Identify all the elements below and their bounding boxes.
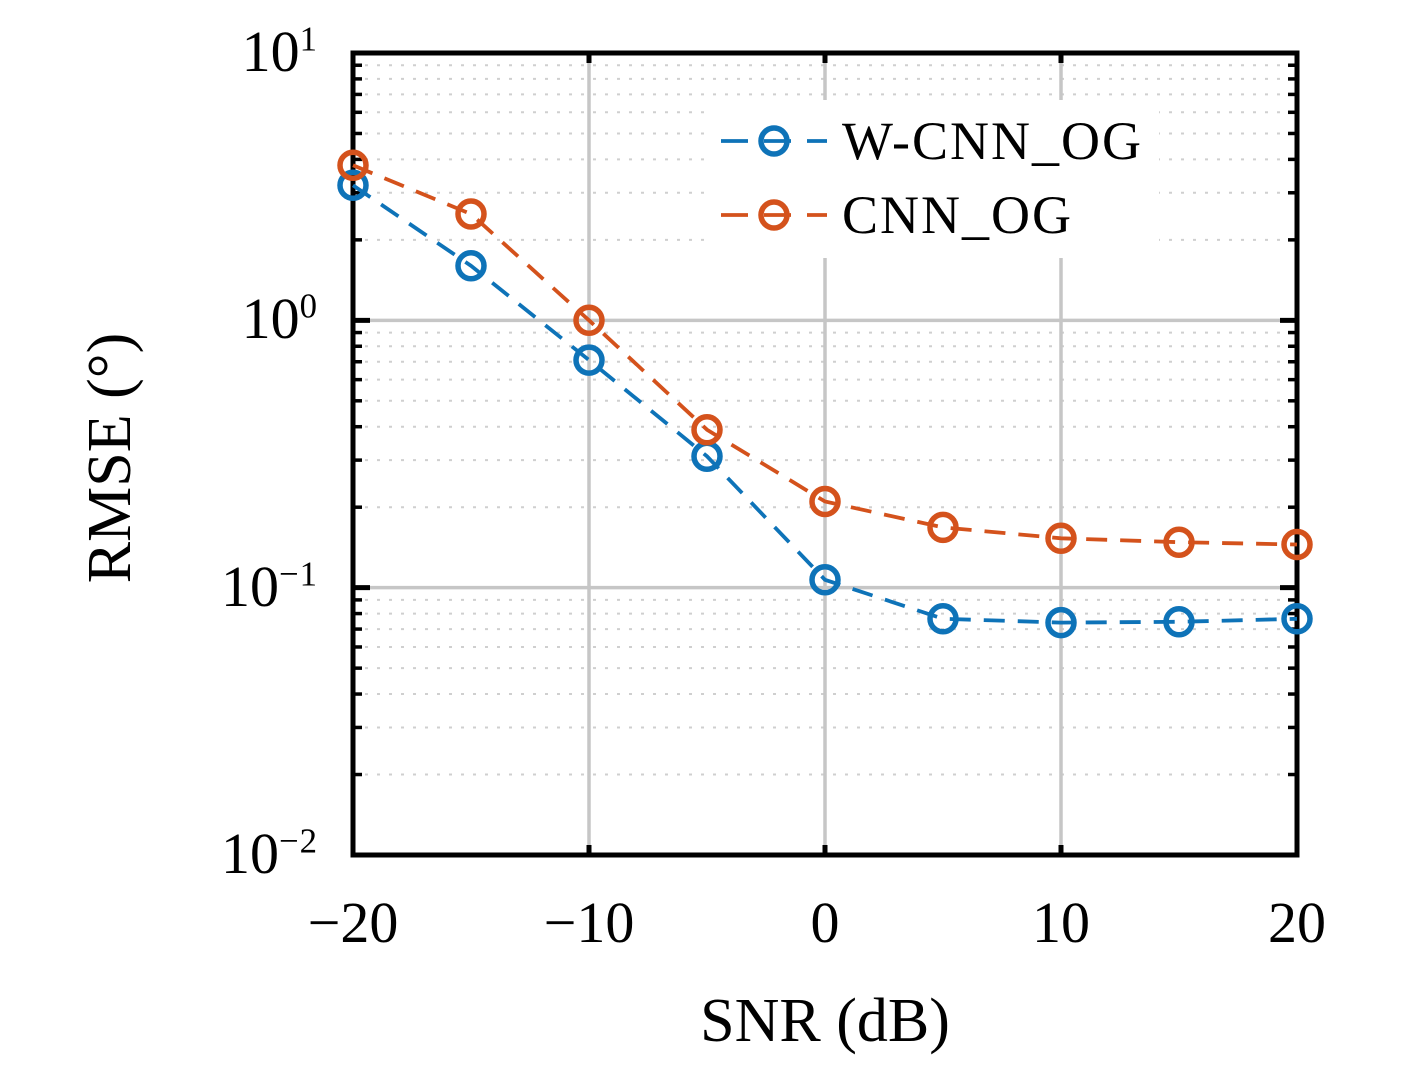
y-axis-label: RMSE (°)	[76, 332, 144, 584]
series-line-1	[352, 163, 1298, 547]
x-tick-label: 20	[1268, 890, 1326, 955]
data-point-marker	[1045, 522, 1077, 555]
data-point-marker	[691, 413, 723, 446]
legend: W-CNN_OG CNN_OG	[708, 100, 1159, 258]
data-point-marker	[455, 198, 487, 230]
data-point-marker	[337, 169, 369, 202]
legend-sample-line-icon	[721, 125, 827, 157]
data-point-marker	[927, 603, 959, 635]
x-tick-label: 10	[1032, 890, 1090, 955]
y-tick-label: 101	[241, 18, 318, 84]
plot-spines	[350, 50, 1300, 858]
data-point-marker	[455, 250, 487, 282]
x-tick-label: −10	[543, 890, 635, 955]
y-tick-label: 10−1	[220, 553, 318, 619]
data-point-marker	[1045, 606, 1077, 639]
data-point-marker	[337, 149, 369, 182]
legend-label: CNN_OG	[842, 185, 1074, 245]
legend-item-cnn: CNN_OG	[718, 178, 1143, 252]
x-tick-label: 0	[810, 890, 840, 955]
data-point-marker	[1281, 528, 1313, 561]
data-point-marker	[809, 485, 841, 518]
data-point-marker	[1281, 603, 1313, 635]
y-tick-label: 100	[241, 286, 318, 352]
data-point-marker	[1163, 606, 1195, 638]
data-point-marker	[573, 304, 605, 337]
y-tick-label: 10−2	[220, 820, 318, 886]
data-point-marker	[927, 511, 959, 544]
legend-label: W-CNN_OG	[842, 111, 1143, 171]
legend-sample-line-icon	[721, 199, 827, 231]
data-point-marker	[809, 564, 841, 596]
x-axis-label: SNR (dB)	[700, 987, 950, 1055]
series-line-0	[351, 183, 1298, 625]
legend-item-wcnn: W-CNN_OG	[718, 104, 1143, 178]
data-point-marker	[573, 344, 605, 376]
x-tick-label: −20	[307, 890, 399, 955]
data-point-marker	[1163, 526, 1195, 558]
